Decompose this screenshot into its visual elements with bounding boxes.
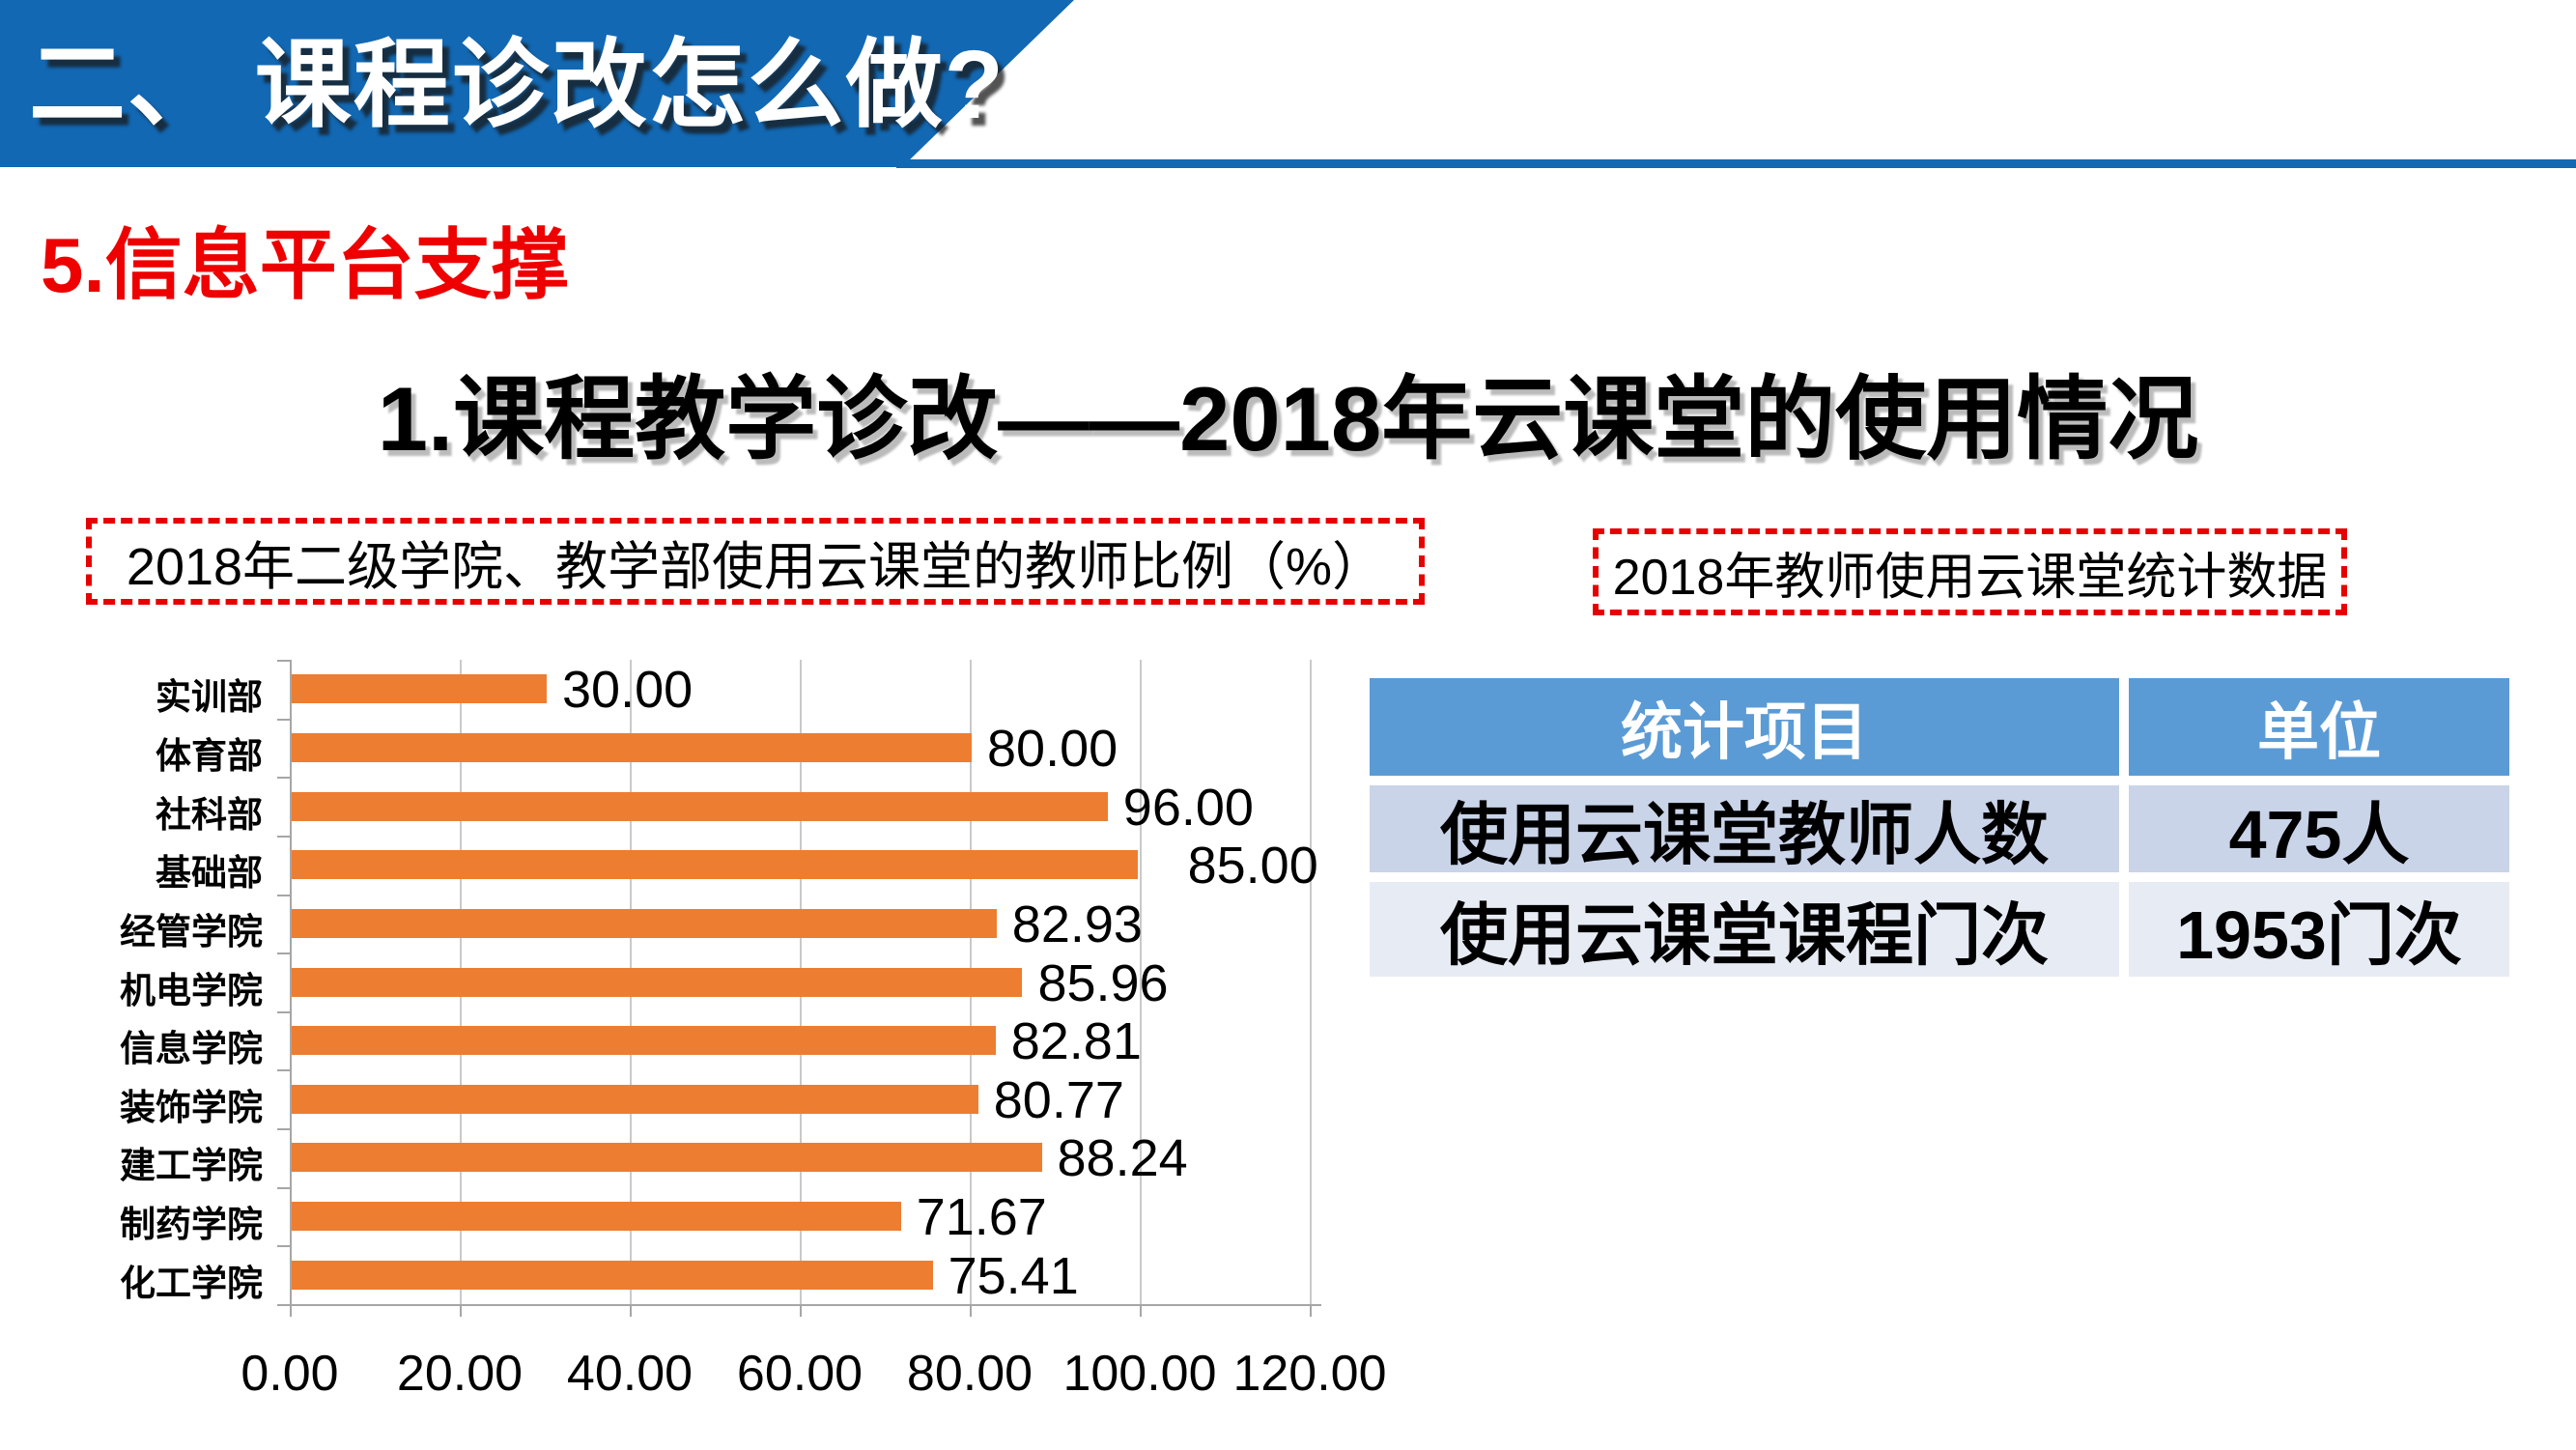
y-axis-tick [277, 1010, 290, 1013]
chart-gridline [1310, 660, 1312, 1304]
x-axis-tick [630, 1304, 632, 1317]
chart-gridline [1140, 660, 1142, 1304]
y-axis-tick [277, 1245, 290, 1248]
value-label: 80.77 [993, 1070, 1124, 1129]
y-axis-tick [277, 660, 290, 662]
category-label: 体育部 [156, 735, 263, 776]
section-title: 二、 课程诊改怎么做? [29, 31, 1005, 139]
y-axis-tick [277, 1186, 290, 1189]
category-label: 社科部 [156, 794, 263, 835]
category-label: 制药学院 [120, 1205, 263, 1245]
value-label: 85.96 [1037, 953, 1169, 1012]
category-label: 基础部 [156, 853, 263, 894]
page-title: 1.课程教学诊改——2018年云课堂的使用情况 [377, 368, 2199, 469]
x-tick-label: 20.00 [396, 1346, 524, 1402]
x-axis-tick [290, 1304, 292, 1317]
x-axis-tick [1140, 1304, 1142, 1317]
x-tick-label: 80.00 [906, 1346, 1033, 1402]
bar-化工学院 [292, 1260, 933, 1290]
header-rule [896, 159, 2576, 168]
chart-caption-box: 2018年二级学院、教学部使用云课堂的教师比例（%） [86, 518, 1425, 605]
category-label: 机电学院 [120, 970, 263, 1010]
table-cell-row1-value: 475人 [2129, 785, 2509, 872]
bar-体育部 [292, 732, 972, 762]
bar-基础部 [292, 850, 1138, 880]
value-label: 88.24 [1057, 1129, 1188, 1188]
value-label: 82.81 [1010, 1012, 1142, 1071]
value-label: 82.93 [1011, 895, 1143, 953]
value-label: 85.00 [1187, 837, 1318, 896]
x-axis-tick [970, 1304, 972, 1317]
x-tick-label: 60.00 [736, 1346, 863, 1402]
bar-经管学院 [292, 908, 997, 938]
category-label: 化工学院 [120, 1263, 263, 1303]
value-label: 75.41 [948, 1246, 1079, 1305]
y-axis-tick [277, 952, 290, 955]
bar-建工学院 [292, 1143, 1042, 1173]
bar-实训部 [292, 674, 547, 704]
value-label: 71.67 [916, 1188, 1047, 1247]
y-axis-tick [277, 777, 290, 780]
value-label: 30.00 [562, 661, 694, 720]
y-axis-tick [277, 718, 290, 721]
y-axis-tick [277, 835, 290, 838]
red-subtitle: 5.信息平台支撑 [41, 222, 569, 308]
cloud-class-stats-table: 统计项目 单位 使用云课堂教师人数 475人 使用云课堂课程门次 1953门次 [1370, 678, 2509, 977]
chart-caption: 2018年二级学院、教学部使用云课堂的教师比例（%） [126, 537, 1385, 596]
bar-制药学院 [292, 1202, 901, 1232]
table-header-item: 统计项目 [1370, 678, 2119, 776]
chart-y-axis-line [290, 660, 292, 1304]
table-caption: 2018年教师使用云课堂统计数据 [1612, 549, 2328, 606]
table-cell-row2-value: 1953门次 [2129, 882, 2509, 977]
table-header-unit: 单位 [2129, 678, 2509, 776]
bar-信息学院 [292, 1026, 996, 1056]
value-label: 96.00 [1122, 778, 1254, 837]
x-tick-label: 100.00 [1062, 1346, 1217, 1402]
category-label: 建工学院 [120, 1146, 263, 1186]
category-label: 实训部 [156, 677, 263, 718]
table-cell-row1-item: 使用云课堂教师人数 [1370, 785, 2119, 873]
x-axis-tick [800, 1304, 802, 1317]
x-tick-label: 40.00 [566, 1346, 694, 1402]
x-axis-tick [460, 1304, 462, 1317]
table-cell-row2-item: 使用云课堂课程门次 [1370, 882, 2119, 977]
x-tick-label: 0.00 [241, 1346, 339, 1402]
y-axis-tick [277, 1069, 290, 1072]
x-axis-tick [1310, 1304, 1312, 1317]
category-label: 经管学院 [120, 911, 263, 952]
value-label: 80.00 [987, 719, 1118, 778]
bar-装饰学院 [292, 1084, 978, 1114]
y-axis-tick [277, 1304, 290, 1306]
category-label: 装饰学院 [120, 1087, 263, 1127]
x-tick-label: 120.00 [1232, 1346, 1387, 1402]
category-label: 信息学院 [120, 1029, 263, 1069]
bar-机电学院 [292, 967, 1023, 997]
table-caption-box: 2018年教师使用云课堂统计数据 [1593, 528, 2347, 615]
chart-x-axis-line [290, 1304, 1321, 1306]
y-axis-tick [277, 894, 290, 896]
bar-社科部 [292, 791, 1108, 821]
y-axis-tick [277, 1128, 290, 1131]
header-banner [0, 0, 1074, 167]
